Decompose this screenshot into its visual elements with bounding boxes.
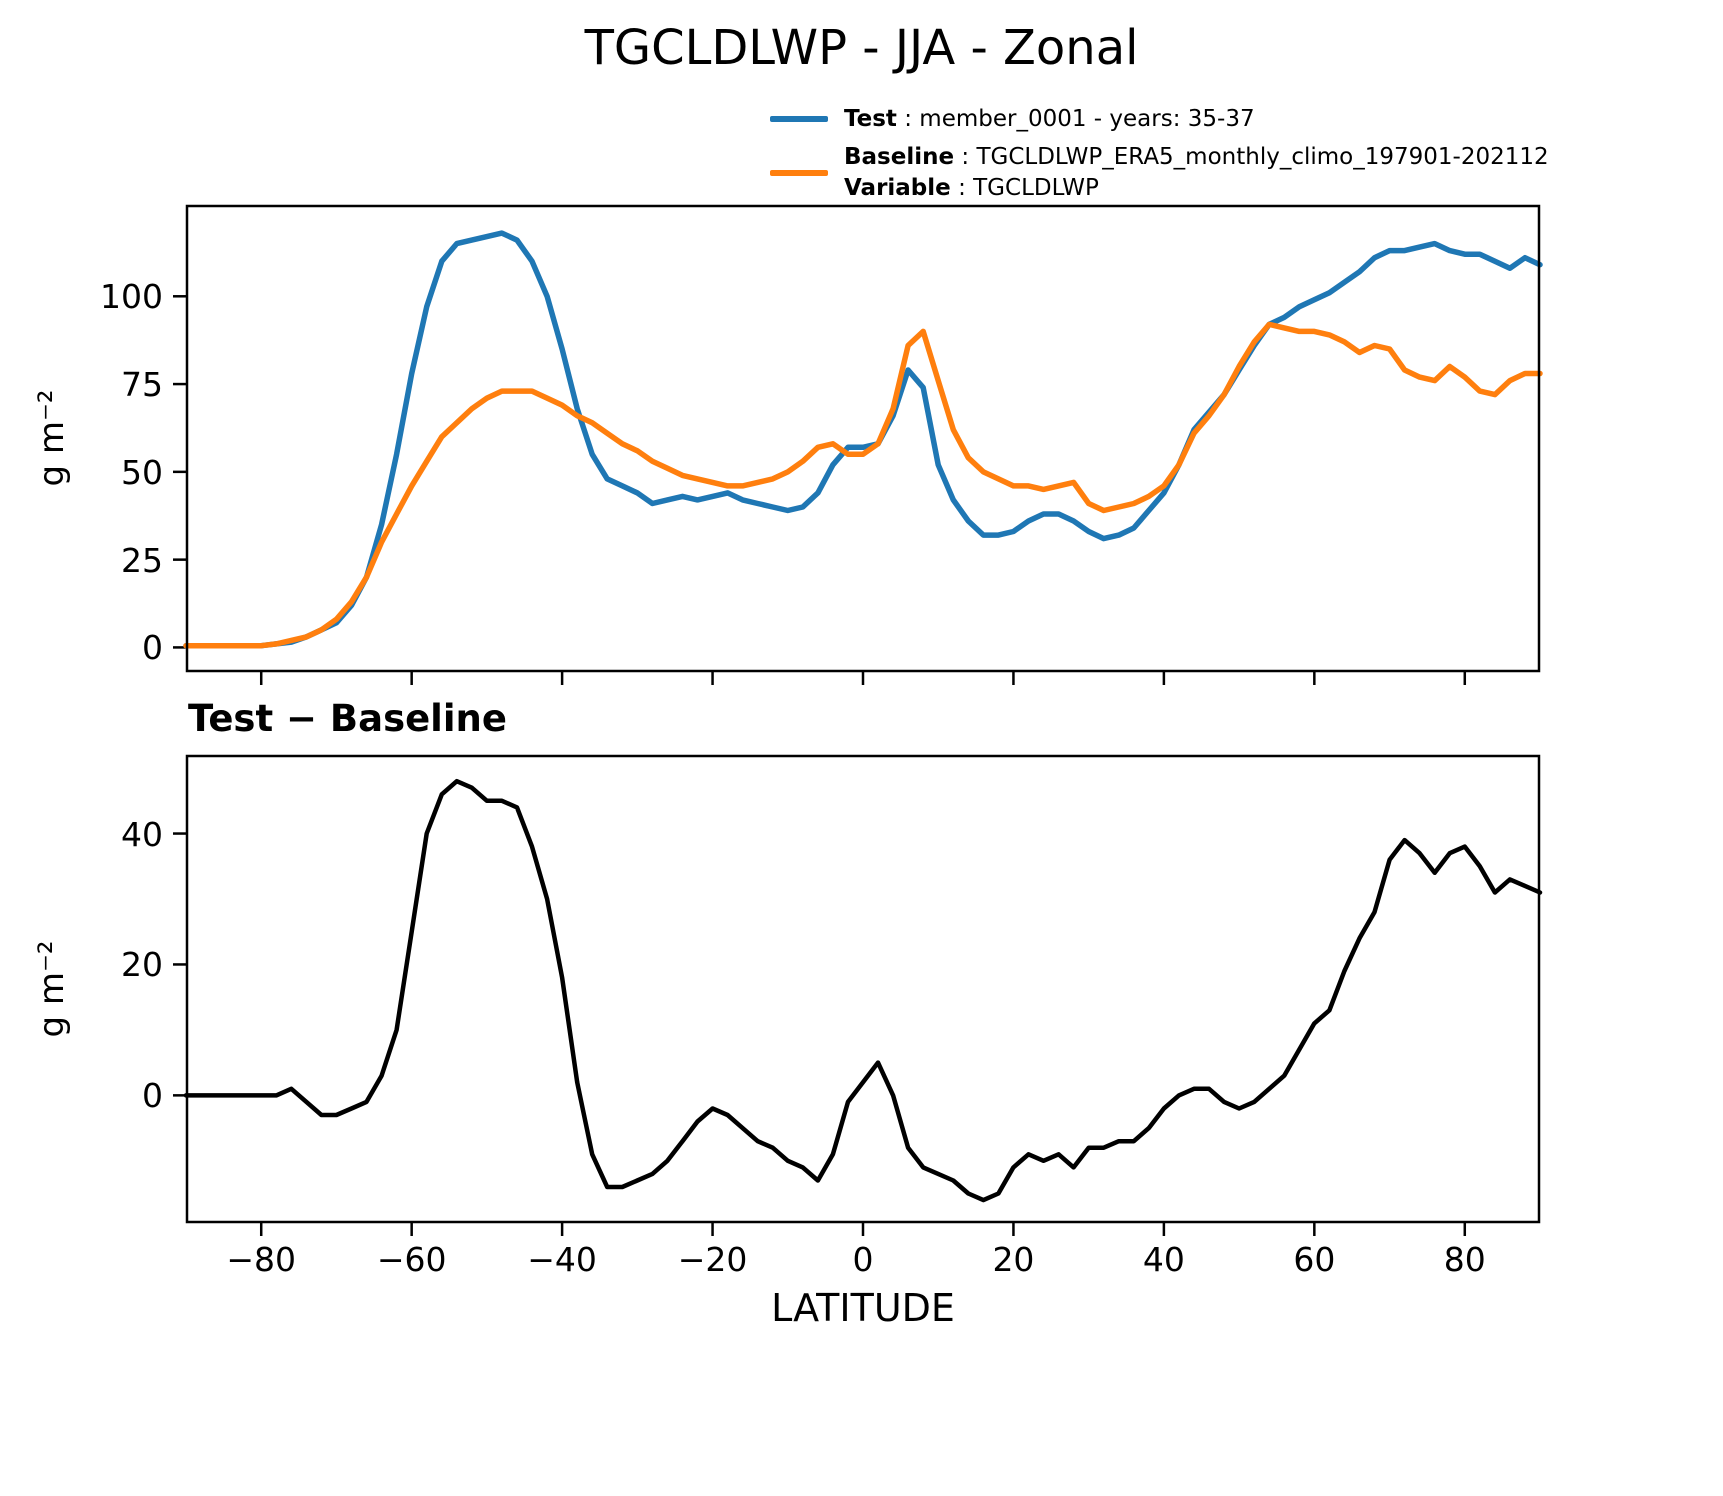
chart-title: TGCLDLWP - JJA - Zonal [584,20,1139,76]
x-tick-label: −40 [527,1240,597,1279]
legend-test-text: Test : member_0001 - years: 35-37 [844,106,1255,132]
legend-entry-test: Test : member_0001 - years: 35-37 [770,106,1549,132]
x-tick-label: 80 [1443,1240,1486,1279]
difference-plot-svg [173,754,1543,1236]
y-tick-label: 50 [121,452,163,492]
test-line-swatch [770,116,828,122]
legend-variable-name: Variable [844,175,951,202]
legend-variable-line: Variable : TGCLDLWP [844,173,1549,204]
legend-baseline-desc: : TGCLDLWP_ERA5_monthly_climo_197901-202… [954,144,1549,170]
y-tick-label: 0 [142,628,163,668]
y-tick-label: 40 [121,814,163,854]
x-axis-label: LATITUDE [771,1286,955,1330]
main-plot-svg [173,204,1543,685]
y-tick-label: 25 [121,540,163,580]
diff-panel-title: Test − Baseline [188,697,507,740]
legend-baseline-line: Baseline : TGCLDLWP_ERA5_monthly_climo_1… [844,142,1549,173]
legend-test-desc: : member_0001 - years: 35-37 [896,106,1255,132]
baseline-line-swatch [770,170,828,177]
y-tick-label: 20 [121,945,163,985]
x-tick-label: 0 [852,1240,874,1279]
x-tick-label: 20 [992,1240,1035,1279]
diff-plot-panel: −80 −60 −40 −20 0 20 40 60 80 0 20 40 [121,754,1543,1276]
legend-test-name: Test [844,106,897,132]
x-tick-label: 40 [1142,1240,1185,1279]
legend-variable-desc: : TGCLDLWP [950,175,1099,202]
x-tick-label: −80 [226,1240,297,1279]
series-line [183,321,1543,649]
x-tick-label: −60 [376,1240,447,1279]
legend: Test : member_0001 - years: 35-37 Baseli… [770,106,1549,214]
x-tick-label: 60 [1293,1240,1336,1279]
legend-baseline-text: Baseline : TGCLDLWP_ERA5_monthly_climo_1… [844,142,1549,204]
series-line [183,230,1543,649]
y-tick-label: 100 [100,277,163,317]
y-tick-label: 0 [142,1076,163,1116]
main-plot-panel: 0 25 50 75 100 [100,204,1543,685]
x-tick-label: −20 [677,1240,748,1279]
series-line [183,778,1543,1203]
legend-entry-baseline: Baseline : TGCLDLWP_ERA5_monthly_climo_1… [770,142,1549,204]
y-axis-label-bottom: g m⁻² [32,940,72,1038]
y-tick-label: 75 [121,365,163,405]
legend-baseline-name: Baseline [844,144,955,170]
